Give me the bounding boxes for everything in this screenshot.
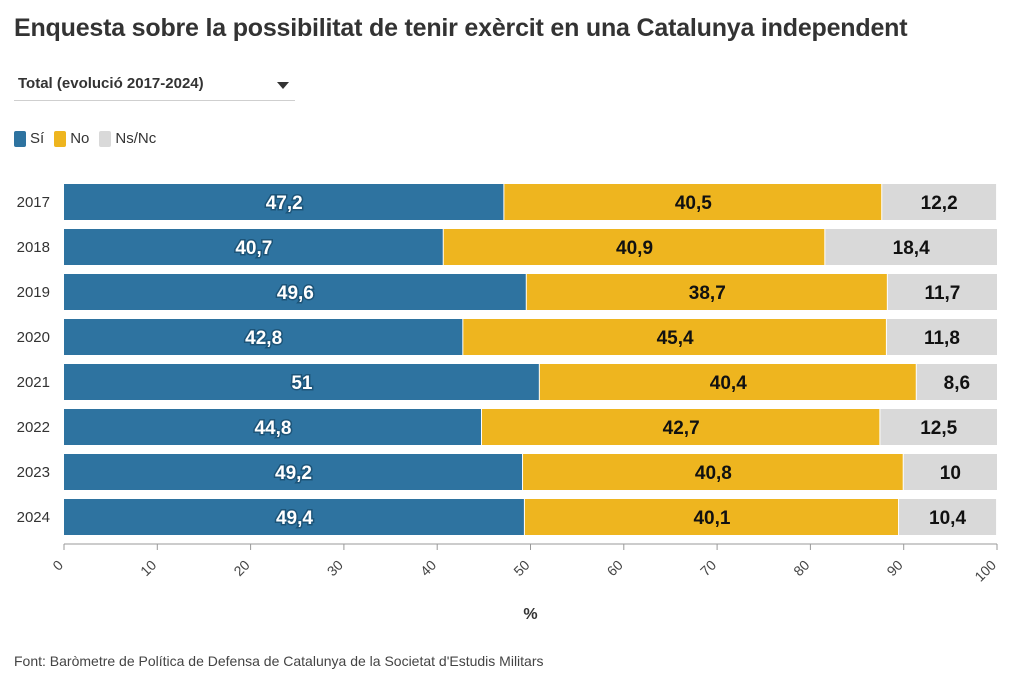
category-label: 2021 [17,374,50,391]
bar-segment [64,454,523,490]
legend-label: No [70,130,90,147]
data-label: 51 [291,373,313,394]
category-label: 2024 [17,509,50,526]
x-tick-label: 20 [230,557,252,579]
x-axis-title: % [523,606,537,623]
source-note: Font: Baròmetre de Política de Defensa d… [14,653,544,669]
x-tick-label: 100 [971,557,999,585]
data-label: 49,2 [275,463,312,484]
bar-segment [64,319,463,355]
bar-segment [524,499,899,535]
x-tick-label: 50 [510,557,532,579]
data-label: 42,8 [245,328,282,349]
data-label: 40,1 [693,508,730,529]
bar-segment [64,409,481,445]
category-label: 2017 [17,194,50,211]
x-tick-label: 60 [604,557,626,579]
category-label: 2020 [17,329,50,346]
data-label: 45,4 [657,328,694,349]
data-label: 12,2 [921,193,958,214]
data-label: 40,5 [675,193,712,214]
bar-segment [882,184,997,220]
bar-segment [463,319,886,355]
bar-segment [64,274,526,310]
bar-segment [903,454,997,490]
bar-segment [526,274,887,310]
legend-swatch [14,130,26,147]
category-label: 2023 [17,464,50,481]
dropdown-selected-label: Total (evolució 2017-2024) [18,75,204,92]
bar-segment [481,409,880,445]
data-label: 8,6 [944,373,970,394]
bar-segment [825,229,997,265]
chevron-down-icon[interactable] [277,82,289,89]
category-label: 2019 [17,284,50,301]
bar-segment [880,409,997,445]
bar-segment [539,364,916,400]
x-tick-label: 40 [417,557,439,579]
x-tick-label: 70 [697,557,719,579]
bar-segment [64,364,539,400]
x-tick-label: 0 [49,557,66,574]
data-label: 44,8 [254,418,291,439]
category-label: 2022 [17,419,50,436]
legend-swatch [99,130,112,147]
data-label: 47,2 [266,193,303,214]
bar-segment [64,499,524,535]
chart-title: Enquesta sobre la possibilitat de tenir … [14,14,908,42]
data-label: 18,4 [893,238,930,259]
data-label: 12,5 [920,418,957,439]
bar-segment [916,364,997,400]
data-label: 40,7 [235,238,272,259]
data-label: 11,8 [924,328,960,349]
data-label: 38,7 [689,283,726,304]
bar-segment [64,184,504,220]
legend-label: Sí [30,130,45,147]
data-label: 49,6 [277,283,314,304]
legend-label: Ns/Nc [115,130,157,147]
bar-segment [443,229,825,265]
data-label: 42,7 [663,418,700,439]
data-label: 10,4 [929,508,966,529]
data-label: 11,7 [924,283,960,304]
x-tick-label: 10 [137,557,159,579]
data-label: 49,4 [276,508,313,529]
chart-legend: Sí No Ns/Nc [14,130,156,147]
data-label: 10 [940,463,961,484]
category-label: 2018 [17,239,50,256]
view-selector-dropdown[interactable]: Total (evolució 2017-2024) [14,70,295,101]
bar-segment [887,274,997,310]
bar-segment [523,454,903,490]
x-tick-label: 80 [790,557,812,579]
bar-segment [64,229,443,265]
legend-item-si[interactable]: Sí [14,130,44,147]
data-label: 40,8 [695,463,732,484]
bar-segment [899,499,997,535]
legend-item-nsnc[interactable]: Ns/Nc [99,130,156,147]
legend-item-no[interactable]: No [54,130,89,147]
x-tick-label: 90 [883,557,905,579]
bar-segment [504,184,882,220]
x-tick-label: 30 [324,557,346,579]
data-label: 40,4 [710,373,747,394]
legend-swatch [54,130,67,147]
data-label: 40,9 [616,238,653,259]
bar-segment [886,319,997,355]
